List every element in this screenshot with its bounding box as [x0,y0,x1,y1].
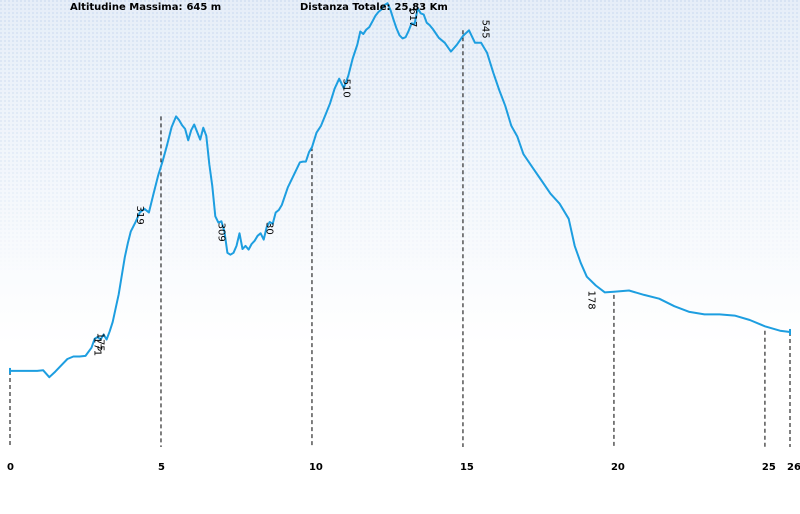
elevation-label: 175 [95,333,106,352]
elevation-label: 30 [264,222,275,235]
total-distance-readout: Distanza Totale: 25,83 Km [300,2,448,13]
total-distance-label: Distanza Totale: [300,2,391,13]
elevation-label: 319 [134,206,145,225]
elevation-label: 178 [585,290,596,309]
max-altitude-readout: Altitudine Massima: 645 m [70,2,221,13]
x-tick-label: 20 [611,462,625,473]
max-altitude-label: Altitudine Massima: [70,2,183,13]
x-tick-label: 0 [7,462,14,473]
x-tick-label: 25 [762,462,776,473]
x-tick-label: 15 [460,462,474,473]
max-altitude-value: 645 m [186,2,222,13]
elevation-label: 617 [407,8,418,27]
elevation-label: 510 [341,79,352,98]
elevation-label: 309 [215,223,226,242]
elevation-label: 545 [480,20,491,39]
total-distance-value: 25,83 Km [394,2,448,13]
chart-background-dots [0,0,800,460]
x-tick-label: 5 [158,462,165,473]
elevation-label: 171 [92,337,103,356]
x-tick-label: 10 [309,462,323,473]
x-tick-label: 26 [787,462,800,473]
elevation-line [10,2,791,379]
